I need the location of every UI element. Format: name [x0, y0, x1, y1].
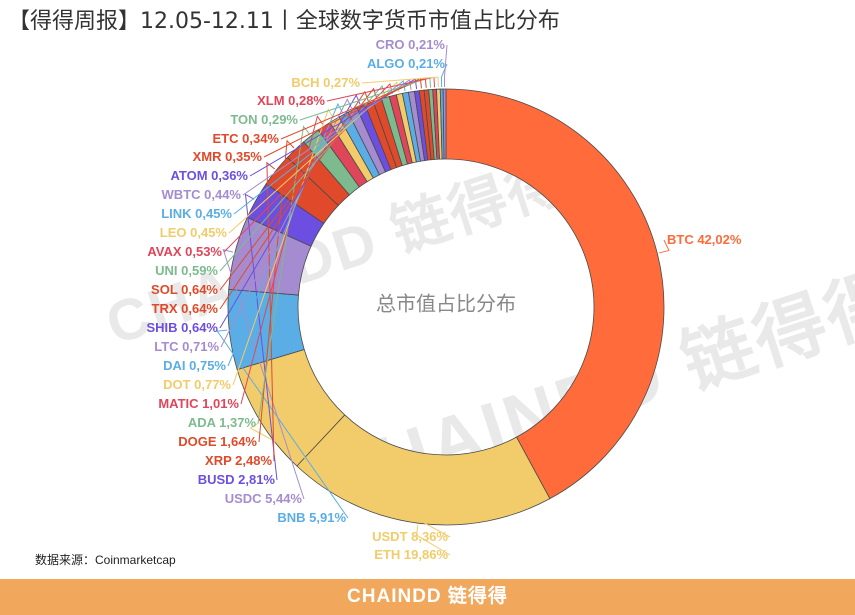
data-label-eth: ETH 19,86% [374, 547, 448, 562]
data-label-trx: TRX 0,64% [152, 301, 219, 316]
data-label-ltc: LTC 0,71% [154, 339, 219, 354]
page-title: 【得得周报】12.05-12.11丨全球数字货币市值占比分布 [8, 9, 560, 34]
data-label-shib: SHIB 0,64% [146, 320, 218, 335]
data-label-usdt: USDT 8,36% [372, 529, 448, 544]
data-label-wbtc: WBTC 0,44% [162, 187, 242, 202]
leader-line-usdt [249, 422, 451, 538]
data-label-doge: DOGE 1,64% [178, 434, 257, 449]
data-label-bnb: BNB 5,91% [277, 510, 346, 525]
leader-line-wbtc [242, 79, 412, 196]
data-label-link: LINK 0,45% [161, 206, 232, 221]
slice-eth [296, 414, 551, 526]
data-label-matic: MATIC 1,01% [158, 396, 239, 411]
data-label-ada: ADA 1,37% [188, 415, 257, 430]
chart-center-label: 总市值占比分布 [376, 292, 516, 316]
leader-line-busd [244, 193, 278, 481]
data-label-ton: TON 0,29% [230, 112, 298, 127]
donut-chart: BTC 42,02% ETH 19,86% USDT 8,36% BNB 5,91% U… [146, 37, 742, 562]
data-label-leo: LEO 0,45% [160, 225, 228, 240]
leader-line-xrp [266, 161, 276, 462]
footer-bar: CHAINDD 链得得 [0, 579, 855, 615]
leader-line-link [233, 80, 406, 215]
footer-logo: CHAINDD 链得得 [347, 586, 508, 607]
leader-line-dai [227, 102, 344, 367]
leader-line-dot [232, 108, 334, 386]
data-label-xlm: XLM 0,28% [257, 93, 325, 108]
data-label-sol: SOL 0,64% [151, 282, 218, 297]
data-label-uni: UNI 0,59% [155, 263, 218, 278]
data-label-busd: BUSD 2,81% [198, 472, 276, 487]
leader-line-usdc [222, 248, 305, 500]
data-label-bch: BCH 0,27% [291, 75, 360, 90]
data-source: 数据来源：Coinmarketcap [35, 553, 176, 567]
leader-line-btc [659, 239, 670, 254]
leader-line-bch [361, 76, 439, 88]
data-label-xrp: XRP 2,48% [205, 453, 272, 468]
data-label-usdc: USDC 5,44% [225, 491, 303, 506]
leader-line-cro [443, 44, 448, 88]
slice-btc [445, 88, 665, 500]
leader-line-eth [416, 525, 451, 556]
data-label-dot: DOT 0,77% [163, 377, 231, 392]
data-label-btc: BTC 42,02% [667, 232, 742, 247]
data-label-cro: CRO 0,21% [376, 37, 446, 52]
leader-line-ada [257, 125, 311, 424]
slice-cro [442, 88, 447, 160]
leader-line-doge [258, 139, 295, 443]
data-label-xmr: XMR 0,35% [193, 149, 263, 164]
data-label-avax: AVAX 0,53% [147, 244, 222, 259]
data-label-etc: ETC 0,34% [213, 131, 280, 146]
data-label-atom: ATOM 0,36% [170, 168, 248, 183]
data-label-dai: DAI 0,75% [163, 358, 226, 373]
data-label-algo: ALGO 0,21% [367, 56, 445, 71]
leader-line-bnb [216, 329, 349, 519]
